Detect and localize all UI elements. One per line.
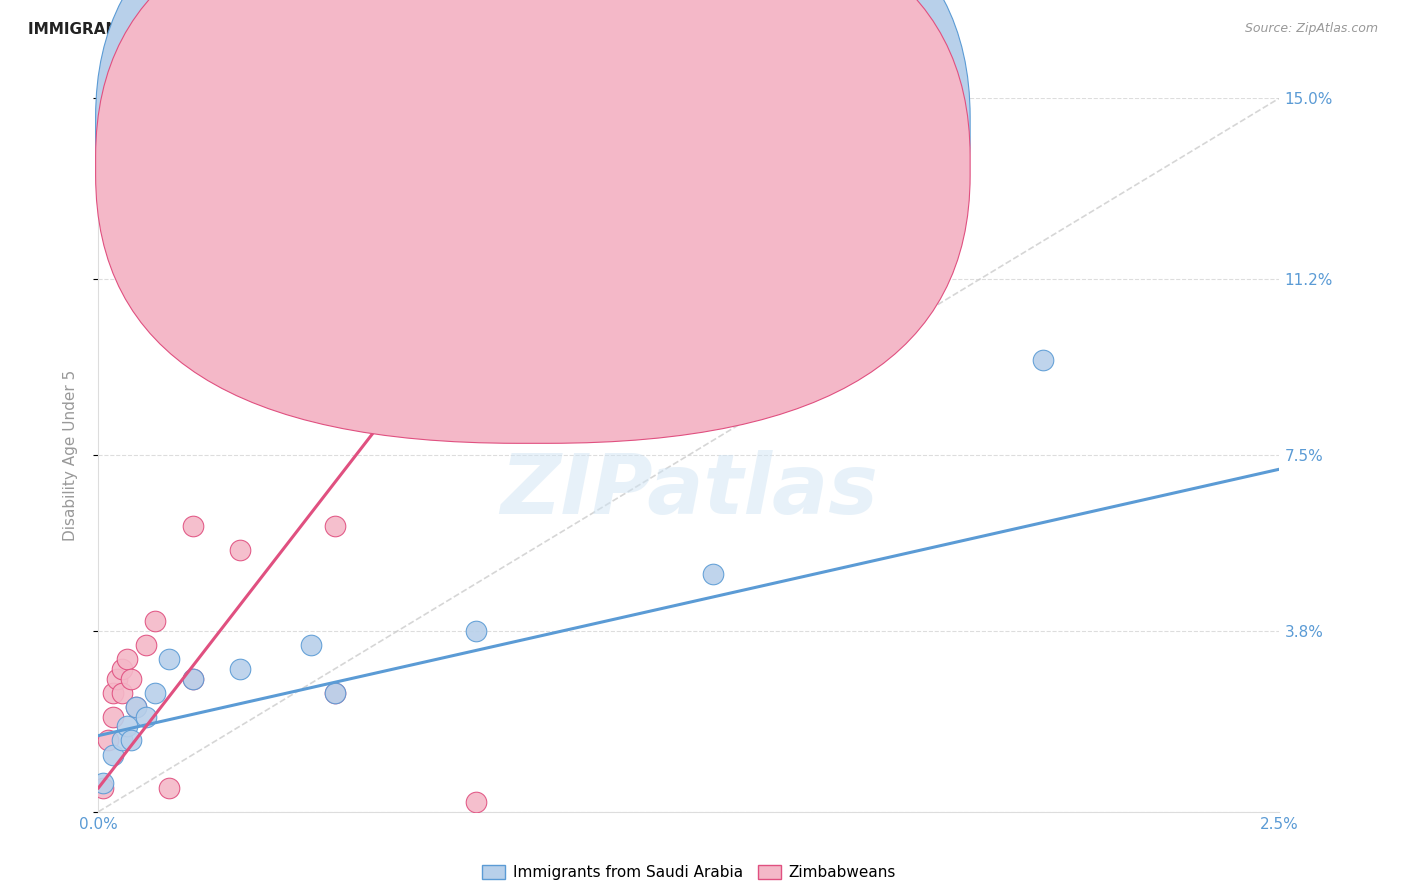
Point: [111, 662, 134, 676]
Point: [1032, 352, 1054, 367]
Point: [111, 686, 134, 700]
Point: [125, 700, 148, 714]
Point: [299, 638, 322, 652]
Point: [91, 776, 114, 790]
Point: [465, 624, 488, 638]
Point: [125, 700, 148, 714]
Point: [115, 652, 138, 666]
Text: 0.582: 0.582: [599, 122, 651, 140]
Point: [465, 795, 488, 809]
Point: [323, 686, 346, 700]
Point: [157, 652, 180, 666]
Point: [101, 686, 124, 700]
Text: 16: 16: [697, 122, 720, 140]
Point: [97, 733, 120, 747]
Text: N =: N =: [644, 161, 692, 178]
Point: [135, 709, 157, 723]
Point: [157, 780, 180, 795]
Legend: Immigrants from Saudi Arabia, Zimbabweans: Immigrants from Saudi Arabia, Zimbabwean…: [475, 859, 903, 886]
Point: [143, 686, 166, 700]
Point: [229, 543, 252, 558]
Text: R =: R =: [560, 122, 596, 140]
Text: R =: R =: [560, 161, 596, 178]
Text: IMMIGRANTS FROM SAUDI ARABIA VS ZIMBABWEAN DISABILITY AGE UNDER 5 CORRELATION CH: IMMIGRANTS FROM SAUDI ARABIA VS ZIMBABWE…: [28, 22, 883, 37]
Point: [121, 672, 143, 686]
Point: [111, 733, 134, 747]
Text: N =: N =: [644, 122, 692, 140]
Text: 0.530: 0.530: [599, 161, 651, 178]
Point: [181, 519, 204, 533]
Text: 20: 20: [697, 161, 720, 178]
Point: [229, 258, 252, 272]
Point: [323, 519, 346, 533]
Point: [101, 709, 124, 723]
Point: [181, 672, 204, 686]
Point: [702, 566, 724, 581]
Point: [101, 747, 124, 762]
Point: [229, 662, 252, 676]
Point: [181, 672, 204, 686]
Point: [115, 719, 138, 733]
Text: Source: ZipAtlas.com: Source: ZipAtlas.com: [1244, 22, 1378, 36]
Point: [105, 672, 128, 686]
Y-axis label: Disability Age Under 5: Disability Age Under 5: [63, 369, 77, 541]
Text: ZIPatlas: ZIPatlas: [501, 450, 877, 531]
Point: [135, 638, 157, 652]
Point: [121, 733, 143, 747]
Point: [91, 780, 114, 795]
Point: [323, 686, 346, 700]
Point: [143, 615, 166, 629]
